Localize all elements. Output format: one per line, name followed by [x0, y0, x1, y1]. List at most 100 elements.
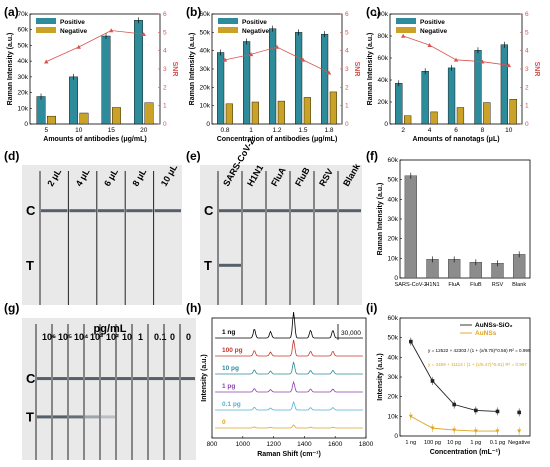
x-tick-label: 1 pg: [470, 440, 481, 446]
spectrum-line: [215, 424, 363, 429]
x-tick-label: H1N1: [425, 282, 439, 288]
y-axis-title: Raman Intensity (a.u.): [377, 183, 384, 256]
y2-tick-label: 5: [525, 29, 529, 36]
y2-tick-label: 0: [525, 121, 529, 128]
y2-tick-label: 2: [525, 84, 529, 91]
y-tick-label: 50k: [388, 335, 399, 342]
y2-tick-label: 3: [163, 66, 167, 73]
y-tick-label: 70k: [18, 11, 29, 18]
bar-negative: [277, 100, 285, 125]
bar-negative: [112, 107, 121, 125]
x-tick-label: 100 pg: [424, 440, 441, 446]
y2-tick-label: 3: [345, 66, 349, 73]
x-tick-label: 1.2: [272, 127, 281, 134]
y2-tick-label: 1: [163, 103, 167, 110]
spectrum-label: 100 pg: [222, 347, 243, 354]
plot-frame: [399, 317, 531, 437]
bar-positive: [295, 32, 303, 125]
x-axis-title: Concentration of antibodies (μg/mL): [217, 136, 338, 143]
legend-label-negative: Negative: [242, 28, 269, 35]
panel-label-h: (h): [186, 301, 201, 315]
x-tick-label: 5: [44, 127, 48, 134]
y-tick-label: 40k: [378, 77, 389, 84]
x-tick-label: 1.5: [298, 127, 307, 134]
control-line: [291, 209, 313, 213]
snr-point: [274, 44, 280, 49]
x-tick-label: 0.1 pg: [490, 440, 506, 446]
chart-h: 800 1000 1200 1400 1600 1800 Raman Shift (cm⁻¹…: [201, 311, 374, 458]
y-tick-label: 80k: [378, 33, 389, 40]
y-tick-label: 50k: [18, 42, 29, 49]
y-tick-label: 10k: [200, 103, 211, 110]
snr-point: [300, 57, 306, 62]
control-line: [181, 377, 195, 381]
y-tick-label: 0: [394, 433, 398, 440]
test-line-label: T: [26, 409, 34, 424]
chart-a: 0 10k 20k 30k 40k 50k 60k 70k 0 1 2 3 4 5 6 Amounts of …: [7, 11, 178, 143]
legend-label: AuNSs-SiO₂: [475, 322, 513, 329]
y2-tick-label: 6: [163, 11, 167, 18]
spectrum-line: [215, 339, 363, 357]
control-line-label: C: [26, 371, 36, 386]
snr-point: [401, 33, 406, 38]
y-tick-label: 10k: [388, 413, 399, 420]
y-tick-label: 30k: [18, 74, 29, 81]
spectrum-label: 0.1 pg: [222, 401, 241, 408]
legend-swatch-negative: [396, 27, 416, 33]
control-line: [315, 209, 337, 213]
y-tick-label: 60k: [18, 27, 29, 34]
y-tick-label: 40k: [18, 58, 29, 65]
legend-swatch-positive: [36, 18, 56, 24]
y-tick-label: 20k: [388, 236, 399, 243]
x-tick-label: 800: [207, 441, 218, 448]
y2-tick-label: 1: [345, 103, 349, 110]
y2-tick-label: 0: [163, 121, 167, 128]
snr-point: [109, 28, 114, 33]
control-line: [133, 377, 147, 381]
test-line: [101, 415, 115, 419]
bar-negative: [404, 115, 412, 125]
snr-point: [506, 63, 511, 68]
y-tick-label: 50k: [388, 177, 399, 184]
y-tick-label: 60k: [378, 55, 389, 62]
strip-label: 10⁵: [58, 332, 72, 342]
panel-label-b: (b): [186, 5, 201, 19]
x-tick-label: 2: [401, 127, 405, 134]
bar-positive: [217, 52, 225, 125]
control-line: [97, 209, 125, 213]
y-tick-label: 30k: [200, 66, 211, 73]
x-axis-title: Amounts of nanotags (μL): [412, 136, 499, 143]
y2-axis-title: SNR: [533, 62, 540, 77]
strip-label: 10: [122, 332, 132, 342]
x-tick-label: 8: [481, 127, 485, 134]
photo-background: [22, 165, 182, 305]
chart-f: 0 10k 20k 30k 40k 50k 60k Raman Intensity (a.u.…: [377, 157, 531, 288]
x-tick-label: 1.8: [324, 127, 333, 134]
snr-point: [480, 59, 485, 64]
x-tick-label: SARS-CoV-2: [395, 282, 428, 288]
panel-label-a: (a): [4, 5, 19, 19]
strip-label: 1: [138, 332, 143, 342]
plot-frame: [211, 317, 367, 439]
test-line: [53, 415, 67, 419]
control-line: [126, 209, 153, 213]
y-axis-title: Intensity (a.u.): [201, 354, 208, 401]
test-line: [85, 415, 99, 419]
x-tick-label: Blank: [512, 282, 526, 288]
x-tick-label: 0.8: [220, 127, 229, 134]
chart-c: 0 20k 40k 60k 80k 100k 0 1 2 3 4 5 6 Amounts of nanot…: [367, 11, 540, 143]
test-line: [37, 415, 51, 419]
unit-label: pg/mL: [94, 323, 127, 335]
x-tick-label: RSV: [492, 282, 504, 288]
legend-swatch-positive: [396, 18, 416, 24]
y-tick-label: 20k: [200, 84, 211, 91]
control-line: [243, 209, 265, 213]
fit-equation: y = 12522 + 42303 / (1 + (x/9.75)^0.56) …: [428, 348, 531, 353]
y-tick-label: 40k: [388, 196, 399, 203]
bar-negative: [456, 107, 465, 125]
fit-equation: y = 3469 + 11113 / (1 + (x/5.47)^0.81) R…: [428, 362, 527, 367]
scale-bar-label: 30,000: [341, 330, 361, 337]
x-tick-label: Negative: [508, 440, 530, 446]
snr-line: [46, 30, 144, 63]
